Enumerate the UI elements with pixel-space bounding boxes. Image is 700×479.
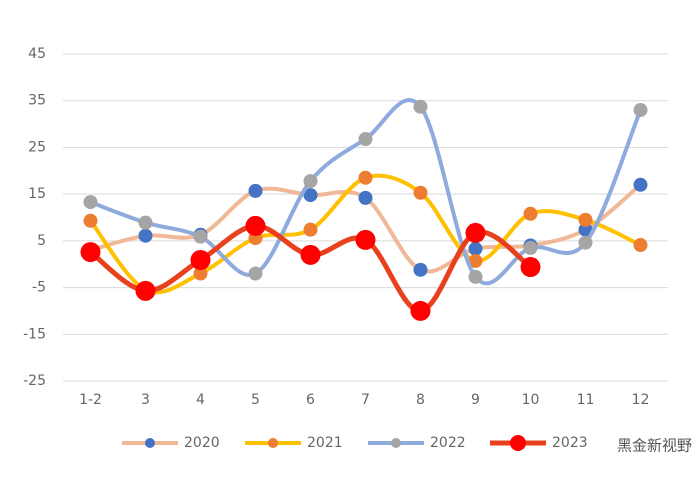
legend-label: 2020 <box>184 435 220 451</box>
data-point <box>633 103 648 118</box>
data-point <box>83 213 98 228</box>
data-point <box>468 269 483 284</box>
data-point <box>465 222 486 243</box>
data-point <box>633 238 648 253</box>
data-point <box>468 253 483 268</box>
legend-label: 2022 <box>430 435 466 451</box>
data-point <box>303 174 318 189</box>
x-tick-label: 11 <box>577 392 595 408</box>
data-point <box>190 250 211 271</box>
y-tick-label: -15 <box>23 326 46 342</box>
legend-label: 2023 <box>552 435 588 451</box>
data-point <box>248 266 263 281</box>
data-point <box>80 242 101 263</box>
data-point <box>138 228 153 243</box>
data-point <box>413 262 428 277</box>
y-tick-label: 15 <box>28 186 46 202</box>
data-point <box>578 212 593 227</box>
data-point <box>520 257 541 278</box>
data-point <box>300 244 321 265</box>
data-point <box>410 300 431 321</box>
watermark: 黑金新视野 <box>617 437 692 455</box>
x-tick-label: 3 <box>141 392 150 408</box>
data-point <box>193 266 208 281</box>
data-point <box>193 229 208 244</box>
legend-marker <box>391 438 401 448</box>
y-tick-label: -25 <box>23 373 46 389</box>
x-tick-label: 4 <box>196 392 205 408</box>
data-point <box>413 185 428 200</box>
x-tick-label: 9 <box>471 392 480 408</box>
data-point <box>358 132 373 147</box>
y-tick-label: 25 <box>28 139 46 155</box>
legend-label: 2021 <box>307 435 343 451</box>
x-tick-label: 10 <box>522 392 540 408</box>
data-point <box>245 215 266 236</box>
data-point <box>358 190 373 205</box>
legend-marker <box>145 438 155 448</box>
x-tick-label: 8 <box>416 392 425 408</box>
x-tick-label: 1-2 <box>79 392 102 408</box>
data-point <box>358 170 373 185</box>
y-tick-label: 45 <box>28 46 46 62</box>
y-tick-label: 5 <box>37 233 46 249</box>
y-tick-label: 35 <box>28 93 46 109</box>
y-tick-label: -5 <box>32 280 46 296</box>
x-tick-label: 5 <box>251 392 260 408</box>
legend-marker <box>268 438 278 448</box>
data-point <box>578 235 593 250</box>
data-point <box>468 241 483 256</box>
x-tick-label: 7 <box>361 392 370 408</box>
data-point <box>303 222 318 237</box>
data-point <box>303 188 318 203</box>
data-point <box>138 215 153 230</box>
legend-marker <box>510 435 526 451</box>
data-point <box>248 183 263 198</box>
data-point <box>633 177 648 192</box>
data-point <box>578 222 593 237</box>
data-point <box>83 195 98 210</box>
series-line <box>88 223 533 314</box>
x-tick-label: 6 <box>306 392 315 408</box>
data-point <box>135 280 156 301</box>
data-point <box>523 206 538 221</box>
data-point <box>355 229 376 250</box>
data-point <box>523 240 538 255</box>
x-tick-label: 12 <box>632 392 650 408</box>
data-point <box>413 99 428 114</box>
